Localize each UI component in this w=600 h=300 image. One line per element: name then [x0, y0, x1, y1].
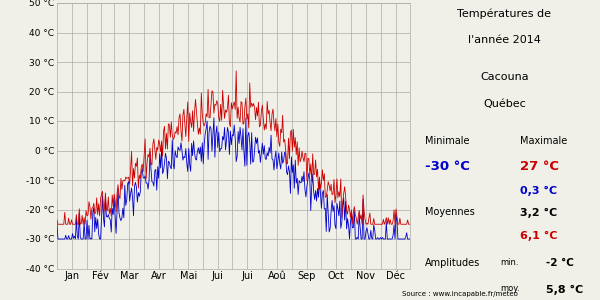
Text: Amplitudes: Amplitudes	[425, 258, 480, 268]
Text: Minimale: Minimale	[425, 136, 469, 146]
Text: Maximale: Maximale	[520, 136, 567, 146]
Text: min.: min.	[500, 258, 519, 267]
Text: 6,1 °C: 6,1 °C	[520, 231, 557, 242]
Text: Source : www.incapable.fr/meteo: Source : www.incapable.fr/meteo	[402, 291, 518, 297]
Text: 5,8 °C: 5,8 °C	[546, 284, 583, 295]
Text: l'année 2014: l'année 2014	[468, 35, 541, 45]
Text: Moyennes: Moyennes	[425, 207, 475, 218]
Text: -2 °C: -2 °C	[546, 258, 574, 268]
Text: Températures de: Températures de	[457, 8, 551, 19]
Text: 27 °C: 27 °C	[520, 160, 559, 172]
Text: -30 °C: -30 °C	[425, 160, 470, 172]
Text: 3,2 °C: 3,2 °C	[520, 207, 557, 218]
Text: Cacouna: Cacouna	[480, 72, 529, 82]
Text: moy.: moy.	[500, 284, 520, 293]
Text: 0,3 °C: 0,3 °C	[520, 186, 557, 196]
Text: Québec: Québec	[483, 99, 526, 109]
